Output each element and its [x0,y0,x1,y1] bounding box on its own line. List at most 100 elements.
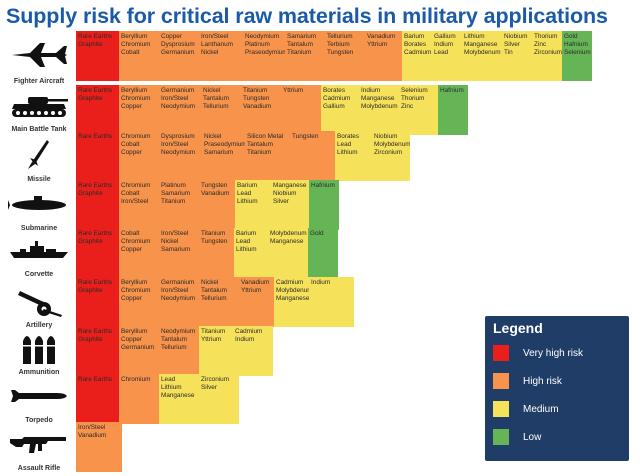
material-name: Vanadium [243,103,272,111]
material-name: Cobalt [121,141,140,149]
material-name: Niobium [504,33,528,40]
material-name: Lithium [237,198,258,206]
material-name: Tungsten [327,49,354,57]
artillery-icon [0,279,78,321]
risk-cell-very-high: Rare Earths Graphite [76,228,119,278]
material-name: Cobalt [121,49,140,57]
platform-8: Torpedo [0,376,78,424]
risk-row: Rare Earths Graphite Chromium Cobalt Iron/St… [76,180,339,230]
material-name: Germanium [161,279,195,286]
legend: Legend Very high risk High risk Medium L… [485,316,629,461]
material-name: Silver [273,198,289,206]
legend-label-low: Low [523,431,542,443]
material-name: Titanium [287,49,312,57]
legend-swatch-very-high [493,345,509,361]
material-name: Lithium [236,246,257,254]
risk-row: Rare Earths Graphite Beryllium Copper German… [76,326,273,376]
material-name: Samarium [204,149,234,157]
material-name: Titanium [201,230,226,237]
risk-cell-high: Beryllium Chromium Copper [119,85,159,135]
material-name: Samarium [161,246,191,254]
material-name: Platinum [245,41,270,49]
material-name: Silicon Metal [247,133,284,140]
risk-cell-high: Beryllium Chromium Cobalt [119,31,159,81]
risk-cell-medium: Borates Lead Lithium [335,131,372,181]
legend-title: Legend [493,320,543,336]
material-name: Vanadium [367,33,396,40]
material-name: Manganese [161,392,195,400]
material-name: Beryllium [121,279,148,286]
risk-cell-very-high: Rare Earths Graphite [76,326,119,376]
risk-cell-medium: Indium [309,277,354,327]
risk-cell-medium: Indium Manganese Molybdenum [359,85,399,135]
risk-cell-medium: Gallium Indium Lead [432,31,462,81]
material-name: Vanadium [241,279,270,286]
material-name: Graphite [78,190,103,198]
material-name: Graphite [78,238,103,246]
risk-row: Rare Earths Chromium Cobalt Copper Dysprosiu… [76,131,410,181]
material-name: Iron/Steel [201,33,229,40]
risk-cell-high: Platinum Samarium Titanium [159,180,199,230]
material-name: Nickel [161,238,179,246]
material-name: Chromium [121,238,151,246]
material-name: Manganese [361,95,395,103]
corvette-icon [0,230,78,270]
risk-cell-high: Titanium Tungsten [199,228,234,278]
material-name: Yttrium [241,287,262,295]
risk-cell-medium: Barium Borates Cadmium [402,31,432,81]
assault-rifle-icon [0,424,78,464]
risk-cell-low: Gold Hafnium Selenium [562,31,592,81]
risk-cell-medium: Barium Lead Lithium [235,180,271,230]
material-name: Zinc [534,41,547,49]
material-name: Copper [121,295,142,303]
submarine-icon [0,182,78,224]
material-name: Neodymium [161,328,196,335]
material-name: Rare Earths [78,182,113,189]
material-name: Manganese [273,182,307,189]
risk-cell-medium: Cadmium Indium [233,326,273,376]
material-name: Chromium [121,133,151,140]
risk-cell-high: Cobalt Chromium Copper [119,228,159,278]
platform-label: Torpedo [25,417,53,424]
platform-label: Ammunition [18,369,60,376]
risk-cell-medium: Thorium Zinc Zirconium [532,31,562,81]
material-name: Indium [434,41,454,49]
risk-cell-high: Titanium Tungsten Vanadium [241,85,281,135]
risk-cell-medium: Barium Lead Lithium [234,228,268,278]
platform-9: Assault Rifle [0,424,78,472]
material-name: Silver [201,384,217,392]
risk-cell-medium: Borates Cadmium Gallium [321,85,359,135]
risk-cell-medium: Titanium Yttrium [199,326,233,376]
risk-cell-high: Neodymium Tantalum Tellurium [159,326,199,376]
material-name: Tin [504,49,513,57]
risk-row: Rare Earths Graphite Cobalt Chromium Copper I… [76,228,338,278]
platform-7: Ammunition [0,328,78,376]
material-name: Selenium [564,49,591,57]
risk-cell-high: Tungsten Vanadium [199,180,235,230]
material-name: Platinum [161,182,186,189]
platform-2: Main Battle Tank [0,87,78,133]
material-name: Germanium [161,87,195,94]
material-name: Chromium [121,41,151,49]
legend-label-very-high: Very high risk [523,347,584,359]
material-name: Lead [434,49,449,57]
material-name: Molybdenum [361,103,398,111]
material-name: Rare Earths [78,328,113,335]
legend-label-high: High risk [523,375,562,387]
material-name: Iron/Steel [161,230,189,237]
material-name: Chromium [121,182,151,189]
material-name: Molybdenum [374,141,410,149]
risk-cell-medium: Lithium Manganese Molybdenum [462,31,502,81]
risk-cell-very-high: Rare Earths Graphite [76,180,119,230]
material-name: Tellurium [203,103,229,111]
material-name: Cadmium [404,49,432,57]
material-name: Beryllium [121,328,148,335]
material-name: Cadmium [323,95,351,103]
risk-cell-very-high: Rare Earths Graphite [76,85,119,135]
risk-cell-high: Germanium Iron/Steel Neodymium [159,85,201,135]
torpedo-icon [0,376,78,416]
material-name: Graphite [78,41,103,49]
material-name: Indium [235,336,255,344]
material-name: Niobium [273,190,297,198]
material-name: Yttrium [367,41,388,49]
